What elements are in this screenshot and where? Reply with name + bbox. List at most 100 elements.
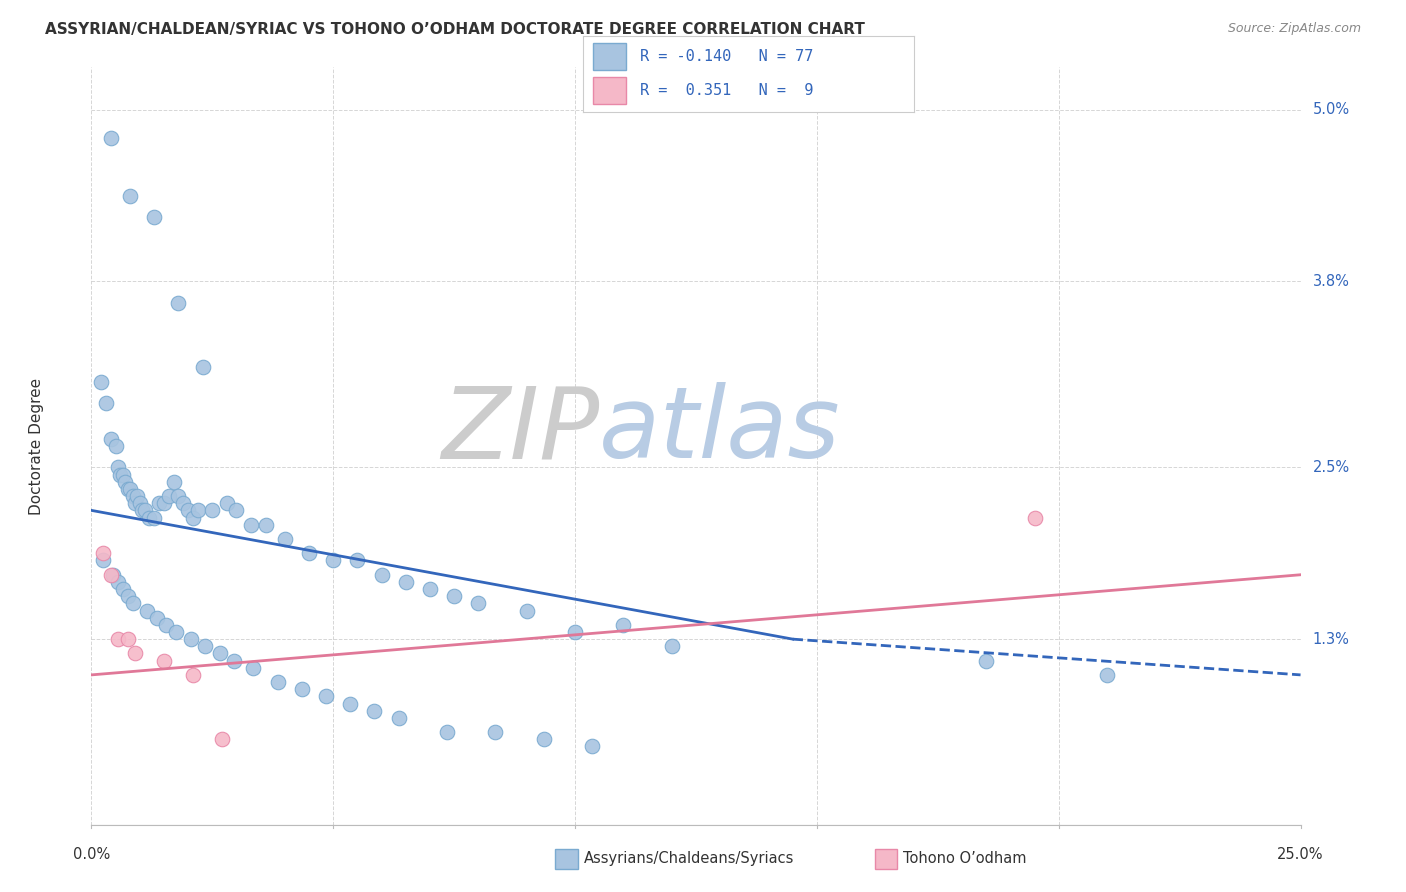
Point [107, 632, 129, 647]
Text: R =  0.351   N =  9: R = 0.351 N = 9 [640, 83, 813, 98]
Point [104, 439, 127, 453]
Point [90, 375, 112, 389]
Point [363, 704, 385, 718]
Point [157, 489, 180, 503]
Point [120, 188, 142, 202]
Point [387, 711, 409, 725]
Bar [593, 43, 627, 70]
Point [274, 532, 297, 546]
Point [131, 503, 153, 517]
Point [100, 432, 122, 446]
Point [419, 582, 441, 596]
Point [155, 617, 177, 632]
Point [100, 131, 122, 145]
Point [117, 632, 139, 647]
Point [395, 574, 418, 589]
Point [145, 610, 167, 624]
Bar [593, 78, 627, 104]
Point [194, 640, 217, 654]
Text: Source: ZipAtlas.com: Source: ZipAtlas.com [1227, 22, 1361, 36]
Point [107, 460, 129, 475]
Text: atlas: atlas [599, 383, 841, 479]
Point [222, 654, 245, 668]
Point [121, 489, 143, 503]
Point [187, 503, 209, 517]
Point [111, 582, 134, 596]
Point [242, 661, 264, 675]
Point [370, 567, 392, 582]
Point [346, 553, 368, 567]
Point [201, 503, 224, 517]
Point [225, 503, 247, 517]
Point [974, 654, 997, 668]
Point [101, 567, 124, 582]
Text: 0.0%: 0.0% [73, 847, 110, 862]
Point [124, 496, 146, 510]
Point [128, 496, 150, 510]
Point [181, 510, 204, 524]
Point [266, 675, 288, 690]
Point [153, 496, 176, 510]
Point [136, 603, 159, 617]
Text: 1.3%: 1.3% [1313, 632, 1350, 647]
Point [143, 510, 166, 524]
Point [181, 668, 204, 682]
Text: 2.5%: 2.5% [1313, 460, 1350, 475]
Point [1095, 668, 1118, 682]
Point [581, 739, 603, 754]
Point [1024, 510, 1046, 524]
Point [93, 546, 115, 560]
Point [167, 296, 190, 310]
Point [298, 546, 321, 560]
Point [564, 624, 586, 639]
Point [143, 210, 166, 224]
Point [148, 496, 170, 510]
Point [153, 654, 176, 668]
Text: ASSYRIAN/CHALDEAN/SYRIAC VS TOHONO O’ODHAM DOCTORATE DEGREE CORRELATION CHART: ASSYRIAN/CHALDEAN/SYRIAC VS TOHONO O’ODH… [45, 22, 865, 37]
Text: Assyrians/Chaldeans/Syriacs: Assyrians/Chaldeans/Syriacs [583, 852, 794, 866]
Point [162, 475, 184, 489]
Point [191, 360, 214, 375]
Point [208, 647, 231, 661]
Text: ZIP: ZIP [441, 383, 599, 479]
Point [110, 467, 132, 482]
Point [120, 482, 142, 496]
Point [211, 732, 233, 747]
Point [322, 553, 344, 567]
Point [516, 603, 538, 617]
Point [114, 475, 136, 489]
Text: 3.8%: 3.8% [1313, 274, 1350, 289]
Point [339, 697, 361, 711]
Point [661, 640, 683, 654]
Point [467, 596, 489, 610]
Point [240, 517, 263, 532]
Point [180, 632, 202, 647]
Point [612, 617, 634, 632]
Text: R = -0.140   N = 77: R = -0.140 N = 77 [640, 49, 813, 64]
Point [165, 624, 187, 639]
Point [177, 503, 200, 517]
Point [134, 503, 156, 517]
Point [291, 682, 314, 697]
Point [124, 647, 146, 661]
Point [117, 482, 139, 496]
Point [121, 596, 143, 610]
Text: 25.0%: 25.0% [1277, 847, 1324, 862]
Point [117, 589, 139, 603]
Point [94, 396, 117, 410]
Text: 5.0%: 5.0% [1313, 103, 1350, 118]
Point [172, 496, 194, 510]
Point [315, 690, 337, 704]
Point [254, 517, 277, 532]
Point [93, 553, 115, 567]
Point [127, 489, 149, 503]
Point [484, 725, 506, 739]
Point [107, 574, 129, 589]
Point [100, 567, 122, 582]
Point [443, 589, 465, 603]
Point [215, 496, 238, 510]
Point [533, 732, 555, 747]
Point [436, 725, 458, 739]
Point [167, 489, 190, 503]
Text: Doctorate Degree: Doctorate Degree [30, 377, 45, 515]
